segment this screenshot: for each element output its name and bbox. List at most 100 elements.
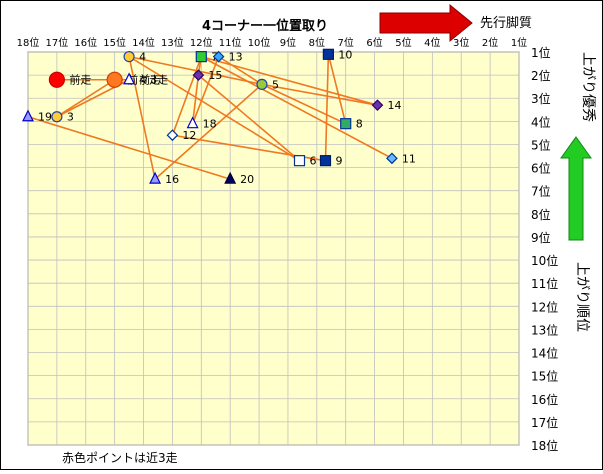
point-marker (293, 155, 306, 167)
y-tick-label: 13位 (531, 322, 558, 337)
connection-line (171, 56, 203, 136)
point-label: 5 (272, 78, 279, 91)
x-tick-label: 9位 (280, 36, 296, 49)
data-point: 4 (123, 51, 146, 64)
x-axis-ticks: 18位 17位 16位 15位 14位 13位 12位 11位 10位 9位 8位 7位 6位 5位 4位 3… (17, 36, 528, 49)
x-tick-label: 5位 (395, 36, 411, 49)
x-tick-label: 6位 (366, 36, 382, 49)
data-point: 13 (212, 51, 243, 64)
y-tick-label: 8位 (531, 207, 551, 222)
point-label: 18 (203, 118, 217, 131)
point-label: 12 (182, 129, 196, 142)
data-point: 15 (192, 69, 222, 82)
y-tick-label: 15位 (531, 369, 558, 384)
data-point: 3 (51, 111, 74, 124)
x-tick-label: 15位 (103, 36, 126, 49)
x-tick-label: 8位 (309, 36, 325, 49)
x-tick-label: 3位 (453, 36, 469, 49)
point-label: 13 (229, 51, 243, 64)
data-point: 12 (166, 129, 196, 142)
point-label: 3 (67, 111, 74, 124)
point-label: 9 (335, 155, 342, 168)
data-point: 20 (224, 171, 254, 186)
data-point: 11 (386, 152, 416, 165)
x-tick-label: 1位 (511, 36, 527, 49)
point-label: 前々走 (127, 73, 160, 87)
data-point: 16 (149, 171, 179, 186)
data-point: 19 (22, 109, 52, 124)
data-point: 前走 (48, 71, 91, 88)
x-tick-label: 11位 (219, 36, 242, 49)
point-label: 4 (139, 51, 146, 64)
point-label: 前3走 (139, 73, 168, 87)
point-marker (22, 109, 34, 122)
y-tick-label: 10位 (531, 253, 558, 268)
y-tick-label: 12位 (531, 299, 558, 314)
connection-line (154, 83, 263, 180)
data-point: 8 (340, 118, 363, 131)
chart-footnote: 赤色ポイントは近3走 (62, 451, 178, 465)
point-label: 14 (387, 99, 401, 112)
chart-title: 4コーナー一位置取り (202, 18, 328, 34)
point-label: 8 (356, 118, 363, 131)
data-point: 前3走 (123, 72, 168, 87)
x-tick-label: 13位 (161, 36, 184, 49)
point-marker (186, 116, 199, 129)
connection-line (27, 115, 231, 180)
point-marker (106, 71, 123, 88)
y-axis-label-top: 上がり優秀 (580, 52, 596, 122)
x-tick-label: 10位 (248, 36, 271, 49)
connection-line (218, 55, 263, 86)
connection-line (261, 83, 378, 106)
point-marker (192, 69, 205, 81)
data-point: 9 (319, 155, 342, 168)
point-label: 19 (38, 111, 52, 124)
y-tick-label: 3位 (531, 91, 551, 106)
connection-line (128, 55, 300, 162)
point-marker (149, 171, 162, 184)
point-marker (371, 99, 384, 112)
x-tick-label: 16位 (74, 36, 97, 49)
point-label: 11 (402, 152, 416, 165)
point-label: 15 (208, 69, 222, 82)
y-axis-ticks: 1位 2位 3位 4位 5位 6位 7位 8位 9位 10位 11位 12位 13位 14位 15位 16位 1… (531, 45, 558, 453)
y-tick-label: 7位 (531, 184, 551, 199)
point-label: 16 (165, 173, 179, 186)
point-label: 6 (309, 155, 316, 168)
point-marker (123, 51, 135, 63)
data-point: 10 (322, 48, 352, 61)
y-axis-label-bottom: 上がり順位 (574, 262, 590, 332)
point-label: 前走 (69, 73, 91, 87)
data-point: 6 (293, 155, 316, 168)
data-point: 5 (256, 78, 279, 91)
connection-line (261, 83, 347, 125)
y-tick-label: 6位 (531, 161, 551, 176)
point-label: 10 (338, 48, 352, 61)
y-axis-label-top-text: 上がり優秀 (580, 52, 596, 122)
y-tick-label: 5位 (531, 137, 551, 152)
x-tick-label: 7位 (338, 36, 354, 49)
connection-line (128, 56, 156, 180)
x-tick-label: 4位 (424, 36, 440, 49)
point-marker (195, 51, 207, 63)
data-point: 14 (371, 99, 401, 112)
y-tick-label: 2位 (531, 68, 551, 83)
red-arrow-icon (379, 3, 473, 43)
x-tick-label: 2位 (482, 36, 498, 49)
data-point: 前々走 (106, 71, 160, 88)
point-marker (319, 155, 332, 167)
y-tick-label: 14位 (531, 346, 558, 361)
y-tick-label: 9位 (531, 230, 551, 245)
point-marker (340, 118, 352, 130)
point-marker (322, 48, 334, 60)
point-marker (166, 129, 179, 142)
y-tick-label: 18位 (531, 438, 558, 453)
grid-lines (27, 51, 520, 446)
point-marker (224, 171, 237, 184)
connection-line (324, 54, 330, 161)
y-tick-label: 16位 (531, 392, 558, 407)
y-axis-label-bottom-text: 上がり順位 (574, 262, 590, 332)
x-tick-label: 14位 (132, 36, 155, 49)
point-marker (386, 152, 398, 165)
connection-line (327, 54, 347, 124)
